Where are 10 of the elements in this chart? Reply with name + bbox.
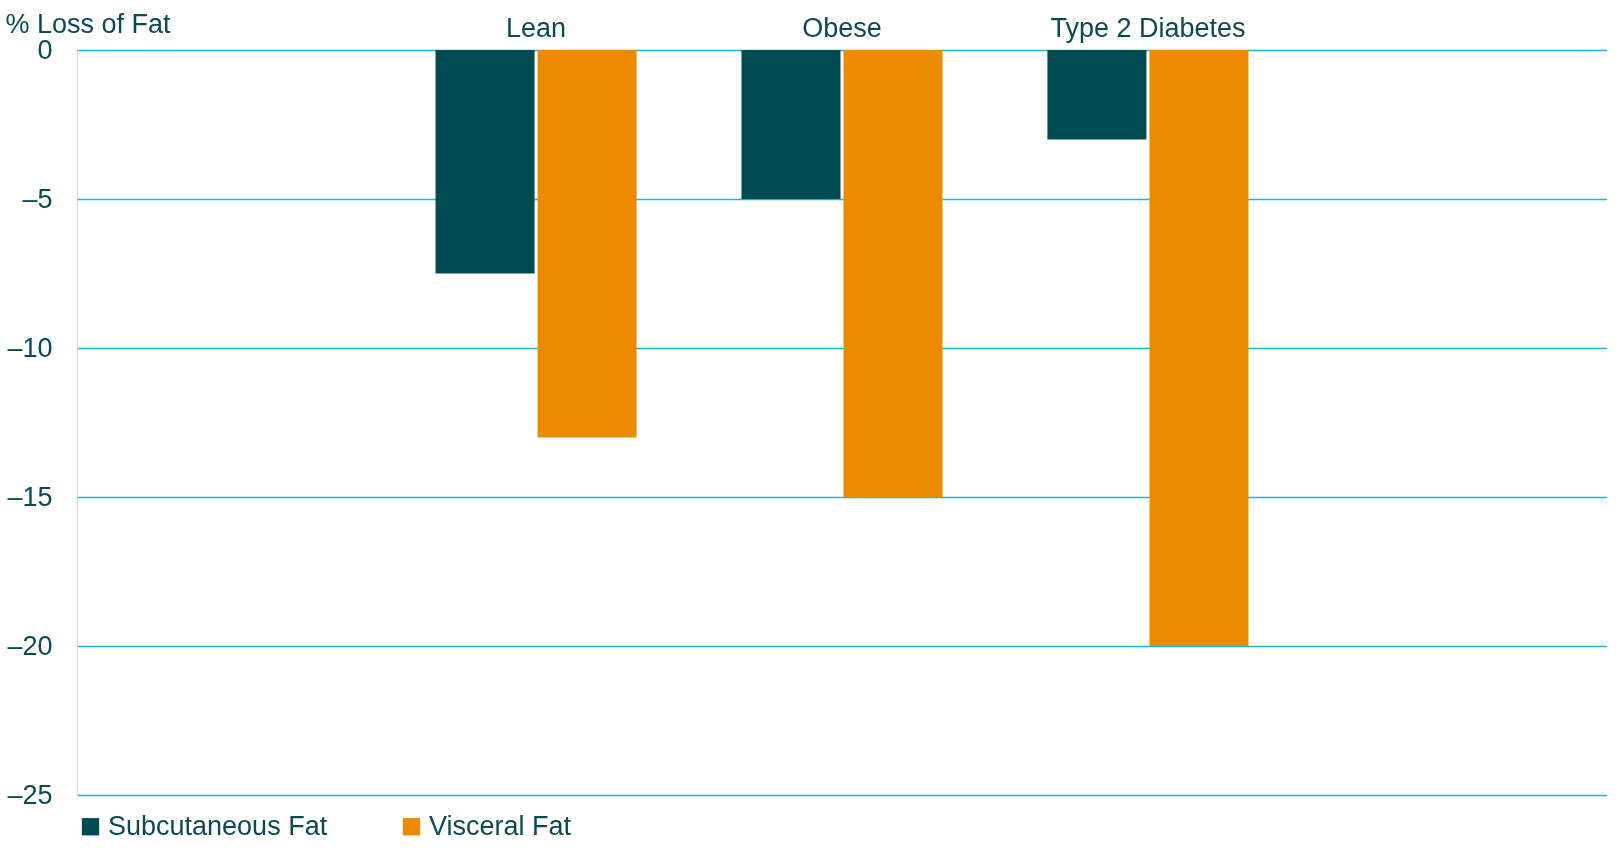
x-tick-label: Lean	[506, 12, 567, 43]
y-tick-label: –20	[7, 630, 53, 661]
y-tick-label: –10	[7, 332, 53, 363]
x-tick-label: Obese	[802, 12, 882, 43]
legend-label: Visceral Fat	[429, 810, 572, 841]
y-tick-label: –5	[22, 183, 53, 214]
x-tick-label: Type 2 Diabetes	[1050, 12, 1246, 43]
y-tick-label: –25	[7, 779, 53, 810]
y-tick-label: –15	[7, 481, 53, 512]
legend-label: Subcutaneous Fat	[108, 810, 328, 841]
